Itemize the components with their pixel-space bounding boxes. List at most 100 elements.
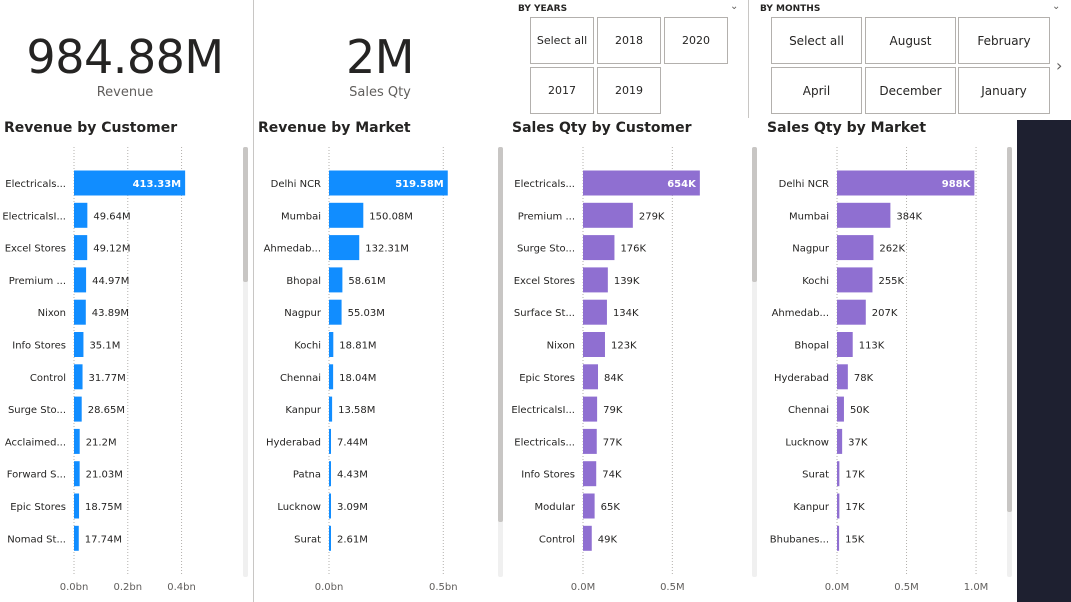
bar[interactable] — [583, 202, 633, 228]
category-label: Delhi NCR — [271, 179, 321, 190]
x-tick-label: 0.0M — [571, 582, 596, 593]
bar[interactable] — [74, 170, 186, 196]
bar[interactable] — [583, 299, 607, 325]
chevron-right-icon[interactable]: › — [1056, 56, 1063, 75]
bar[interactable] — [837, 332, 853, 357]
chevron-down-icon[interactable]: ⌄ — [730, 1, 739, 12]
data-label: 176K — [620, 244, 646, 255]
year-option-2018[interactable]: 2018 — [597, 17, 661, 64]
month-option-february[interactable]: February — [958, 17, 1050, 64]
bar[interactable] — [329, 364, 334, 390]
sales-qty-by-market-chart[interactable]: 0.0M 0.5M 1.0M Delhi NCR 988K Mumbai 384K Nagpu… — [762, 145, 1016, 595]
bar[interactable] — [583, 170, 700, 196]
revenue-by-customer-chart[interactable]: 0.0bn 0.2bn 0.4bn Electricals... 413.33M Elec… — [0, 145, 250, 595]
category-label: Forward S... — [7, 470, 66, 481]
chart-title: Sales Qty by Market — [767, 120, 927, 136]
bar[interactable] — [329, 170, 448, 196]
bar[interactable] — [74, 364, 83, 390]
bar[interactable] — [74, 493, 80, 519]
year-option-2019[interactable]: 2019 — [597, 67, 661, 114]
bar[interactable] — [74, 299, 86, 325]
category-label: Excel Stores — [5, 244, 66, 255]
bar[interactable] — [74, 461, 80, 487]
year-option-2020[interactable]: 2020 — [664, 17, 728, 64]
bar[interactable] — [583, 332, 605, 357]
bar[interactable] — [583, 493, 595, 519]
bar[interactable] — [329, 461, 331, 487]
bar[interactable] — [583, 235, 615, 261]
data-label: 37K — [848, 437, 868, 448]
category-label: Kanpur — [793, 502, 830, 513]
bar[interactable] — [74, 332, 84, 357]
data-label: 44.97M — [92, 276, 129, 287]
scrollbar-track[interactable] — [752, 147, 757, 577]
category-label: Kochi — [802, 276, 829, 287]
bar[interactable] — [329, 396, 333, 422]
data-label: 28.65M — [88, 405, 125, 416]
data-label: 31.77M — [89, 373, 126, 384]
month-option-december[interactable]: December — [865, 67, 956, 114]
bar[interactable] — [837, 396, 844, 422]
bar[interactable] — [74, 267, 87, 293]
data-label: 255K — [878, 276, 904, 287]
month-option-august[interactable]: August — [865, 17, 956, 64]
scrollbar-thumb[interactable] — [498, 147, 503, 522]
bar[interactable] — [329, 299, 342, 325]
month-option-select-all[interactable]: Select all — [771, 17, 862, 64]
category-label: Info Stores — [12, 341, 66, 352]
month-option-january[interactable]: January — [958, 67, 1050, 114]
scrollbar-thumb[interactable] — [752, 147, 757, 282]
bar[interactable] — [837, 170, 975, 196]
sales-qty-label: Sales Qty — [349, 85, 411, 100]
bar[interactable] — [837, 364, 848, 390]
month-option-april[interactable]: April — [771, 67, 862, 114]
bar[interactable] — [837, 461, 840, 487]
data-label: 2.61M — [337, 534, 368, 545]
bar[interactable] — [837, 525, 840, 551]
bar[interactable] — [583, 461, 597, 487]
bar[interactable] — [329, 202, 364, 228]
x-tick-label: 0.5bn — [429, 582, 458, 593]
bar[interactable] — [583, 396, 598, 422]
chevron-down-icon[interactable]: ⌄ — [1052, 1, 1061, 12]
data-label: 262K — [879, 244, 905, 255]
bar[interactable] — [74, 525, 79, 551]
scrollbar-thumb[interactable] — [1007, 147, 1012, 512]
bar[interactable] — [329, 235, 360, 261]
bar[interactable] — [74, 202, 88, 228]
bar[interactable] — [329, 267, 343, 293]
bar[interactable] — [837, 202, 891, 228]
category-label: Nixon — [547, 341, 575, 352]
data-label: 18.81M — [339, 341, 376, 352]
category-label: Nixon — [38, 308, 66, 319]
bar[interactable] — [329, 428, 331, 454]
bar[interactable] — [837, 299, 866, 325]
bar[interactable] — [74, 428, 80, 454]
scrollbar-track[interactable] — [243, 147, 248, 577]
data-label: 123K — [611, 341, 637, 352]
data-label: 17.74M — [85, 534, 122, 545]
bar[interactable] — [837, 267, 873, 293]
year-option-2017[interactable]: 2017 — [530, 67, 594, 114]
bar[interactable] — [583, 267, 608, 293]
bar[interactable] — [74, 235, 88, 261]
bar[interactable] — [837, 235, 874, 261]
category-label: Chennai — [788, 405, 829, 416]
bar[interactable] — [837, 428, 843, 454]
revenue-by-market-chart[interactable]: 0.0bn 0.5bn Delhi NCR 519.58M Mumbai 150.08M A… — [254, 145, 502, 595]
data-label: 78K — [854, 373, 874, 384]
bar[interactable] — [583, 428, 597, 454]
sales-qty-by-customer-chart[interactable]: 0.0M 0.5M Electricals... 654K Premium ... 279… — [503, 145, 758, 595]
bar[interactable] — [583, 364, 599, 390]
bar[interactable] — [583, 525, 592, 551]
bar[interactable] — [329, 493, 331, 519]
category-label: Electricals... — [514, 437, 575, 448]
bar[interactable] — [837, 493, 840, 519]
data-label: 113K — [859, 341, 885, 352]
data-label: 519.58M — [395, 179, 444, 190]
year-option-select-all[interactable]: Select all — [530, 17, 594, 64]
bar[interactable] — [74, 396, 82, 422]
bar[interactable] — [329, 332, 334, 357]
bar[interactable] — [329, 525, 331, 551]
scrollbar-thumb[interactable] — [243, 147, 248, 282]
